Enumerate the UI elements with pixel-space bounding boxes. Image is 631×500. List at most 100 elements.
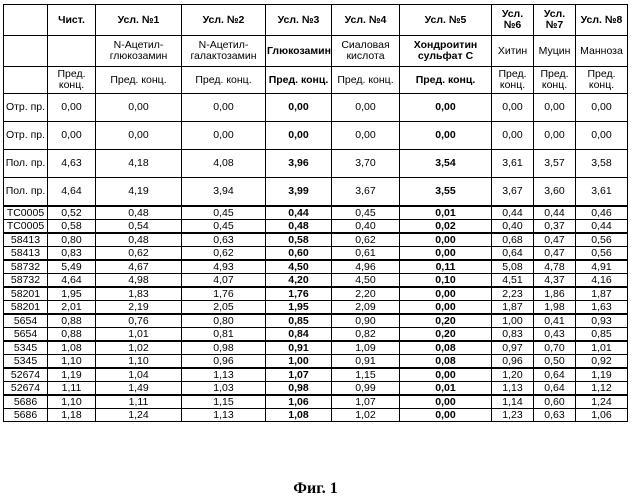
value-cell: 1,63 bbox=[576, 301, 628, 315]
value-cell: 0,93 bbox=[576, 314, 628, 328]
value-cell: 0,00 bbox=[182, 122, 266, 150]
value-cell: 0,48 bbox=[96, 206, 182, 220]
value-cell: 0,76 bbox=[96, 314, 182, 328]
value-cell: 4,63 bbox=[48, 150, 96, 178]
row-label: TC0005 bbox=[4, 206, 48, 220]
value-cell: 1,13 bbox=[182, 409, 266, 422]
value-cell: 0,43 bbox=[534, 328, 576, 342]
value-cell: 0,62 bbox=[96, 247, 182, 261]
header-cell: Пред. конц. bbox=[576, 67, 628, 94]
header-cell: Усл. №1 bbox=[96, 5, 182, 36]
value-cell: 4,50 bbox=[266, 260, 332, 274]
value-cell: 4,20 bbox=[266, 274, 332, 288]
value-cell: 0,02 bbox=[400, 220, 492, 234]
header-cell: Усл. №2 bbox=[182, 5, 266, 36]
value-cell: 1,14 bbox=[492, 395, 534, 409]
value-cell: 4,96 bbox=[332, 260, 400, 274]
value-cell: 0,00 bbox=[534, 122, 576, 150]
table-row: 587325,494,674,934,504,960,115,084,784,9… bbox=[4, 260, 628, 274]
header-cell: Пред. конц. bbox=[266, 67, 332, 94]
header-cell: Чист. bbox=[48, 5, 96, 36]
value-cell: 0,00 bbox=[400, 368, 492, 382]
value-cell: 2,01 bbox=[48, 301, 96, 315]
value-cell: 3,70 bbox=[332, 150, 400, 178]
value-cell: 0,60 bbox=[266, 247, 332, 261]
table-row: 53451,081,020,980,911,090,080,970,701,01 bbox=[4, 341, 628, 355]
table-row: TC00050,520,480,450,440,450,010,440,440,… bbox=[4, 206, 628, 220]
value-cell: 1,13 bbox=[182, 368, 266, 382]
value-cell: 4,16 bbox=[576, 274, 628, 288]
header-cell: Глюкозамин bbox=[266, 36, 332, 67]
value-cell: 0,00 bbox=[492, 122, 534, 150]
results-table-body: Чист.Усл. №1Усл. №2Усл. №3Усл. №4Усл. №5… bbox=[4, 5, 628, 422]
value-cell: 0,62 bbox=[332, 233, 400, 247]
header-row2: N-Ацетил-глюкозаминN-Ацетил-галактозамин… bbox=[4, 36, 628, 67]
value-cell: 4,93 bbox=[182, 260, 266, 274]
table-row: 526741,111,491,030,980,990,011,130,641,1… bbox=[4, 382, 628, 396]
value-cell: 0,00 bbox=[400, 247, 492, 261]
value-cell: 0,00 bbox=[400, 287, 492, 301]
value-cell: 1,18 bbox=[48, 409, 96, 422]
value-cell: 0,48 bbox=[266, 220, 332, 234]
value-cell: 0,47 bbox=[534, 233, 576, 247]
value-cell: 0,98 bbox=[182, 341, 266, 355]
row-label: 5654 bbox=[4, 328, 48, 342]
value-cell: 3,67 bbox=[332, 178, 400, 207]
table-row: Пол. пр.4,634,184,083,963,703,543,613,57… bbox=[4, 150, 628, 178]
table-row: 56540,880,760,800,850,900,201,000,410,93 bbox=[4, 314, 628, 328]
value-cell: 2,23 bbox=[492, 287, 534, 301]
value-cell: 0,61 bbox=[332, 247, 400, 261]
row-label: 5654 bbox=[4, 314, 48, 328]
header-cell: N-Ацетил-галактозамин bbox=[182, 36, 266, 67]
figure-caption: Фиг. 1 bbox=[0, 480, 631, 498]
value-cell: 1,19 bbox=[48, 368, 96, 382]
value-cell: 0,96 bbox=[182, 355, 266, 369]
value-cell: 0,00 bbox=[96, 94, 182, 122]
value-cell: 0,00 bbox=[332, 94, 400, 122]
value-cell: 0,98 bbox=[266, 382, 332, 396]
value-cell: 1,02 bbox=[332, 409, 400, 422]
table-row: Отр. пр.0,000,000,000,000,000,000,000,00… bbox=[4, 122, 628, 150]
row-label: 52674 bbox=[4, 382, 48, 396]
header-cell: Усл. №4 bbox=[332, 5, 400, 36]
header-cell: Усл. №8 bbox=[576, 5, 628, 36]
value-cell: 2,19 bbox=[96, 301, 182, 315]
row-label: Пол. пр. bbox=[4, 150, 48, 178]
row-label: 58201 bbox=[4, 287, 48, 301]
value-cell: 1,07 bbox=[332, 395, 400, 409]
value-cell: 1,01 bbox=[96, 328, 182, 342]
value-cell: 1,03 bbox=[182, 382, 266, 396]
value-cell: 3,94 bbox=[182, 178, 266, 207]
value-cell: 3,99 bbox=[266, 178, 332, 207]
value-cell: 2,20 bbox=[332, 287, 400, 301]
value-cell: 1,06 bbox=[266, 395, 332, 409]
value-cell: 1,23 bbox=[492, 409, 534, 422]
table-row: 56540,881,010,810,840,820,200,830,430,85 bbox=[4, 328, 628, 342]
value-cell: 0,47 bbox=[534, 247, 576, 261]
value-cell: 0,37 bbox=[534, 220, 576, 234]
value-cell: 0,00 bbox=[576, 94, 628, 122]
table-row: 56861,101,111,151,061,070,001,140,601,24 bbox=[4, 395, 628, 409]
value-cell: 0,10 bbox=[400, 274, 492, 288]
value-cell: 0,64 bbox=[534, 368, 576, 382]
value-cell: 0,00 bbox=[332, 122, 400, 150]
table-row: TC00050,580,540,450,480,400,020,400,370,… bbox=[4, 220, 628, 234]
value-cell: 3,57 bbox=[534, 150, 576, 178]
value-cell: 4,07 bbox=[182, 274, 266, 288]
header-cell: Пред. конц. bbox=[492, 67, 534, 94]
header-cell bbox=[4, 36, 48, 67]
value-cell: 1,95 bbox=[266, 301, 332, 315]
value-cell: 0,00 bbox=[96, 122, 182, 150]
value-cell: 0,08 bbox=[400, 341, 492, 355]
row-label: 5686 bbox=[4, 409, 48, 422]
value-cell: 5,08 bbox=[492, 260, 534, 274]
table-row: 582012,012,192,051,952,090,001,871,981,6… bbox=[4, 301, 628, 315]
row-label: 52674 bbox=[4, 368, 48, 382]
value-cell: 4,64 bbox=[48, 274, 96, 288]
header-cell: Усл. №7 bbox=[534, 5, 576, 36]
value-cell: 1,76 bbox=[266, 287, 332, 301]
value-cell: 1,11 bbox=[96, 395, 182, 409]
value-cell: 0,64 bbox=[492, 247, 534, 261]
value-cell: 3,55 bbox=[400, 178, 492, 207]
value-cell: 3,58 bbox=[576, 150, 628, 178]
